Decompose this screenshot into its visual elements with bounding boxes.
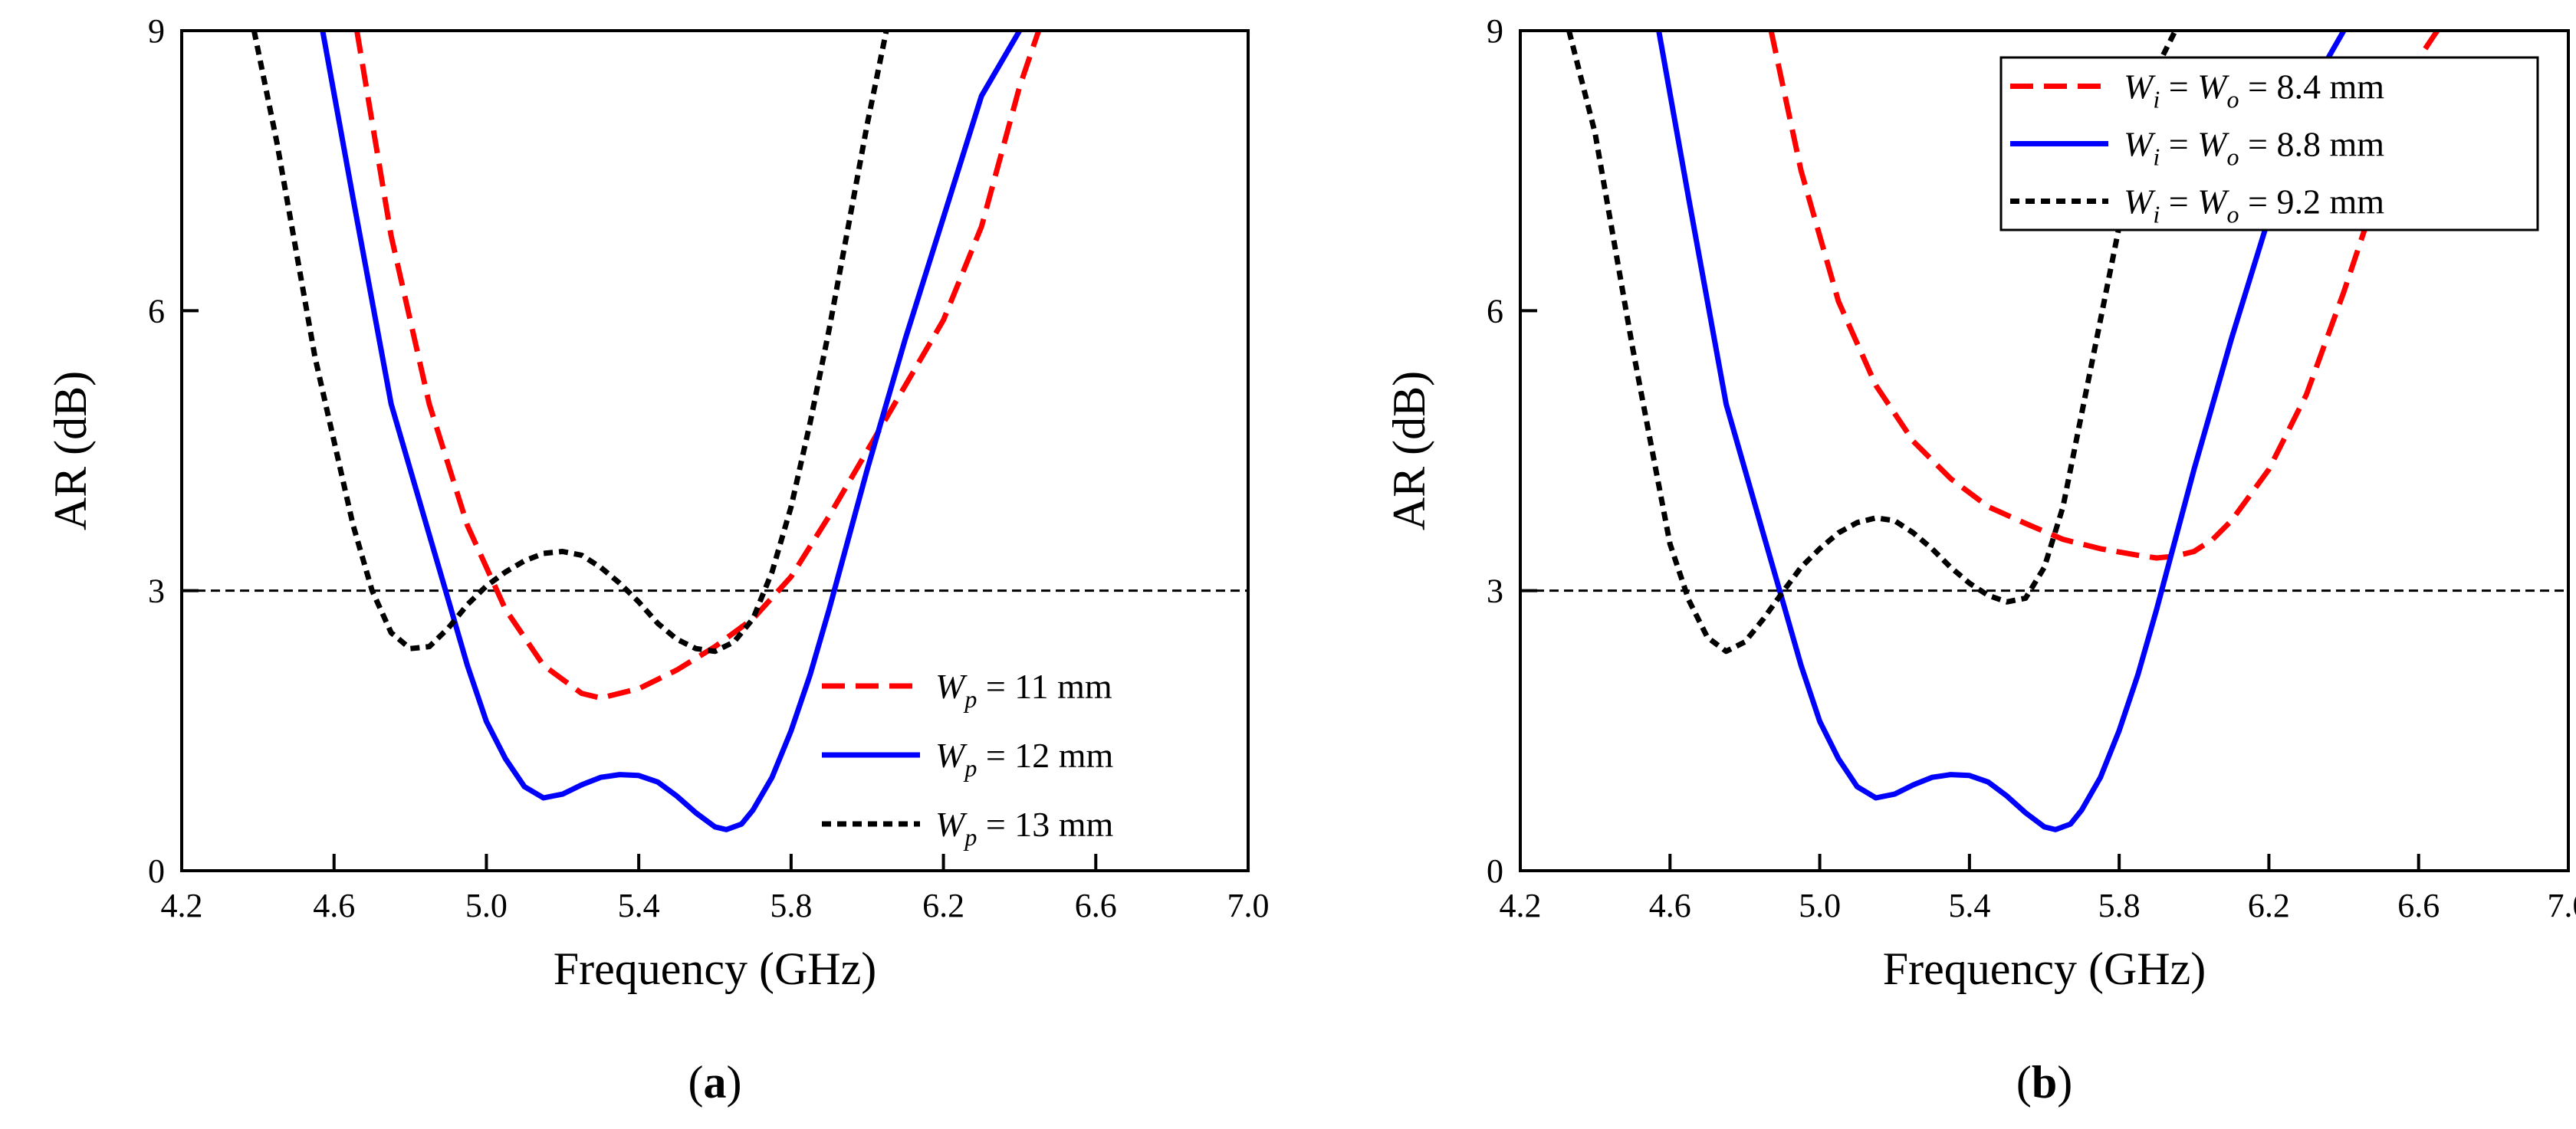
x-tick-label: 7.0 — [2548, 887, 2576, 924]
legend: Wp = 11 mm Wp = 12 mm Wp = 13 mm — [822, 667, 1114, 851]
x-tick-label: 5.4 — [618, 887, 660, 924]
x-tick-label: 4.6 — [313, 887, 355, 924]
y-tick-label: 3 — [1487, 573, 1503, 610]
x-tick-label: 6.2 — [922, 887, 964, 924]
x-tick-label: 6.6 — [1075, 887, 1117, 924]
legend-label: Wp = 13 mm — [935, 805, 1114, 851]
panel-a: 4.2 4.6 5.0 5.4 5.8 6.2 6.6 7.0 0 3 6 9 Frequency (G… — [45, 12, 1270, 1108]
x-tick-label: 5.8 — [770, 887, 812, 924]
legend-label: Wi = Wo = 8.4 mm — [2124, 67, 2384, 113]
plot-frame — [1519, 29, 2570, 872]
legend: Wi = Wo = 8.4 mm Wi = Wo = 8.8 mm Wi = Wo … — [1999, 56, 2539, 231]
x-tick-label: 5.8 — [2098, 887, 2141, 924]
x-tick-label: 5.0 — [1799, 887, 1841, 924]
y-tick-label: 6 — [1487, 292, 1503, 330]
x-axis-title: Frequency (GHz) — [554, 944, 877, 994]
y-tick-label: 0 — [1487, 852, 1503, 890]
y-tick-label: 9 — [148, 12, 165, 50]
x-tick-label: 6.2 — [2248, 887, 2290, 924]
legend-label: Wp = 12 mm — [935, 736, 1114, 782]
y-axis-title: AR (dB) — [1384, 371, 1434, 530]
x-tick-label: 6.6 — [2397, 887, 2440, 924]
panel-label: (b) — [2016, 1057, 2072, 1108]
x-tick-label: 7.0 — [1227, 887, 1270, 924]
legend-label: Wp = 11 mm — [935, 667, 1112, 713]
y-tick-label: 9 — [1487, 12, 1503, 50]
x-tick-label: 4.6 — [1649, 887, 1691, 924]
y-tick-label: 6 — [148, 292, 165, 330]
legend-label: Wi = Wo = 9.2 mm — [2124, 182, 2384, 228]
series-line-3 — [251, 31, 889, 655]
series-line-1 — [1768, 31, 2440, 561]
series-line-1 — [354, 31, 1042, 701]
x-tick-label: 5.0 — [465, 887, 508, 924]
y-tick-label: 3 — [148, 573, 165, 610]
plot-frame — [180, 29, 1250, 872]
y-tick-label: 0 — [148, 852, 165, 890]
series-line-2 — [320, 31, 1022, 832]
panel-b: 4.2 4.6 5.0 5.4 5.8 6.2 6.6 7.0 0 3 6 9 Frequency (G… — [1384, 12, 2576, 1108]
x-tick-label: 5.4 — [1948, 887, 1990, 924]
series-line-2 — [1656, 31, 2347, 832]
y-axis-title: AR (dB) — [45, 371, 96, 530]
x-tick-label: 4.2 — [161, 887, 203, 924]
x-tick-label: 4.2 — [1500, 887, 1542, 924]
legend-label: Wi = Wo = 8.8 mm — [2124, 125, 2384, 171]
panel-label: (a) — [688, 1057, 742, 1108]
x-axis-title: Frequency (GHz) — [1883, 944, 2206, 994]
